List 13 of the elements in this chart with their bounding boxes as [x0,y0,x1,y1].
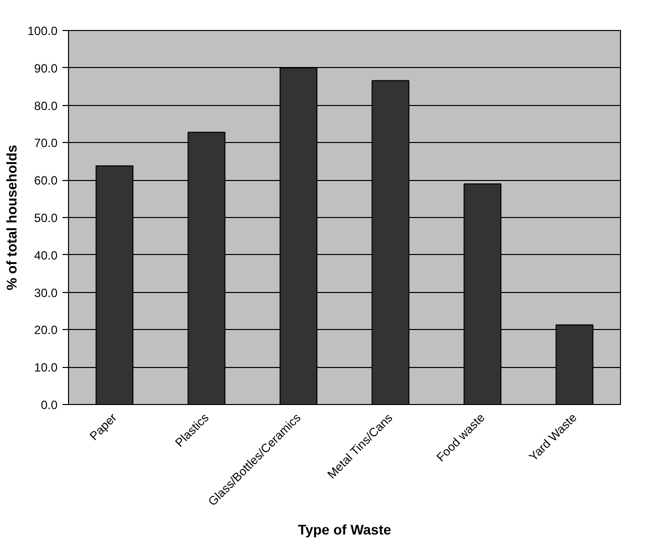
x-axis-title: Type of Waste [298,522,392,538]
y-tick-label: 80.0 [34,98,58,113]
y-tick-label: 50.0 [34,211,58,225]
y-axis-title: % of total households [3,144,20,290]
y-tick-label: 0.0 [40,398,58,412]
y-tick-label: 90.0 [34,61,58,76]
y-tick-label: 60.0 [34,174,58,188]
y-tick-label: 100.0 [27,24,58,38]
y-tick-label: 20.0 [34,323,58,338]
y-tick-label: 40.0 [34,248,58,262]
y-tick-label: 10.0 [34,360,58,375]
y-tick-label: 70.0 [34,136,58,150]
y-tick-label: 30.0 [34,286,58,300]
